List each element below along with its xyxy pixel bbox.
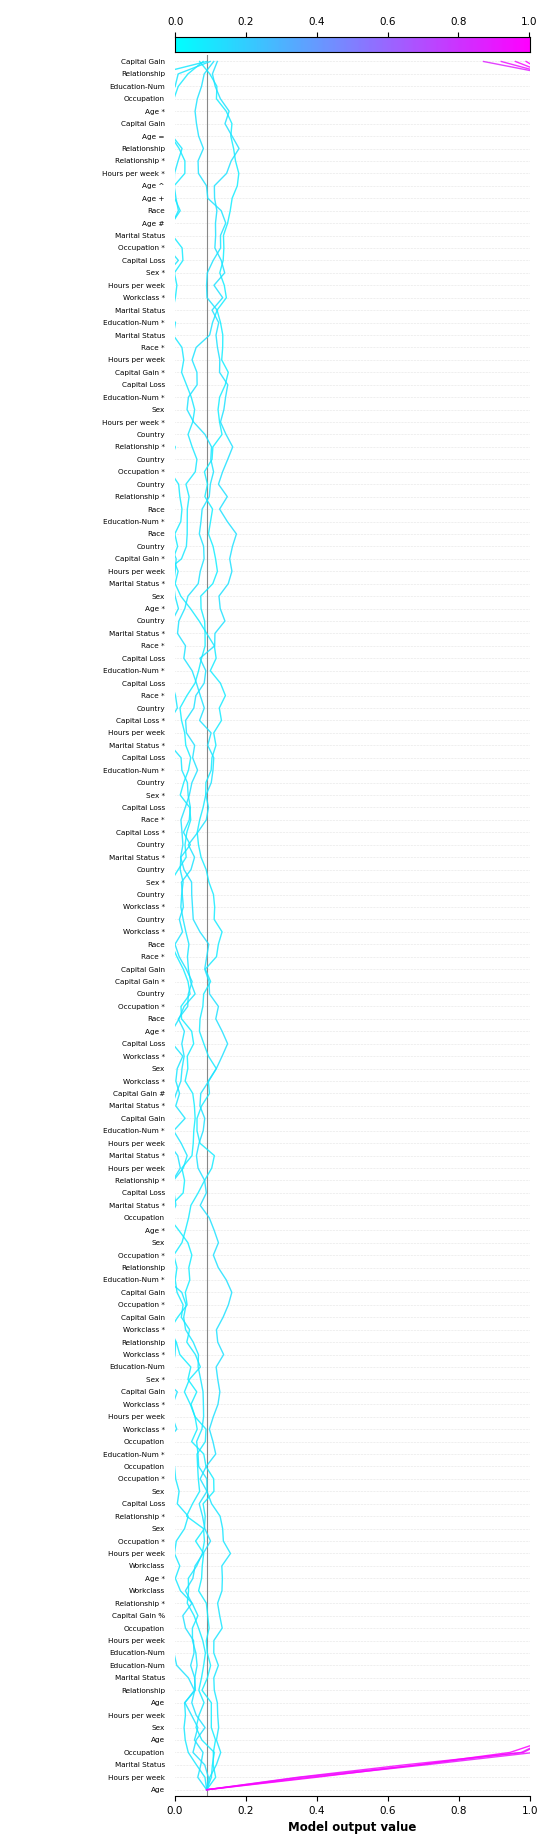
X-axis label: Model output value: Model output value: [288, 1822, 417, 1835]
